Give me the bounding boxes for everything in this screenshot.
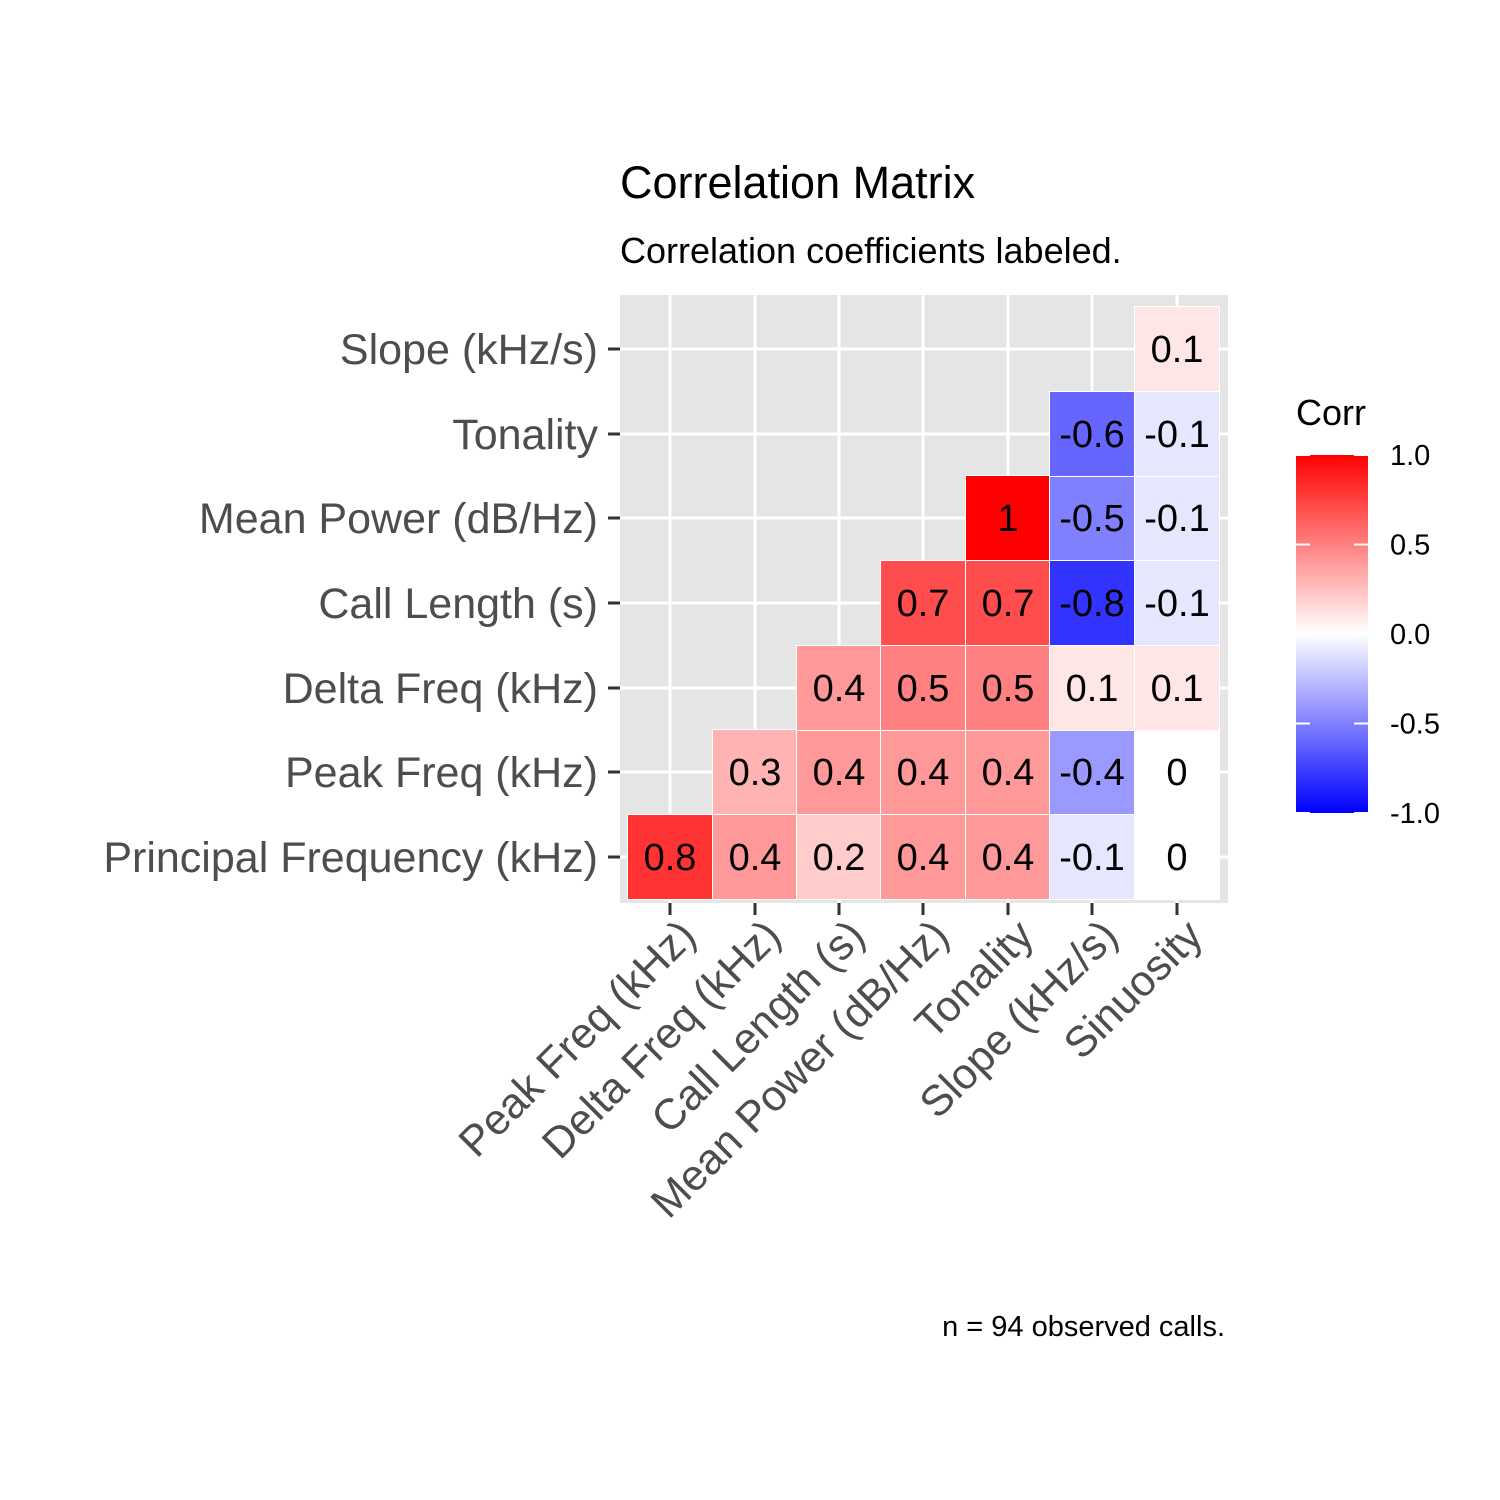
heatmap-cell	[1134, 729, 1220, 815]
heatmap-cell	[1049, 645, 1135, 731]
cell-value-label: 0.4	[813, 752, 866, 794]
y-tick-label: Tonality	[452, 411, 598, 459]
cell-value-label: 0.1	[1066, 668, 1119, 710]
legend-tick-label: 0.0	[1390, 619, 1430, 651]
heatmap-cell	[1134, 560, 1220, 646]
chart-subtitle: Correlation coefficients labeled.	[620, 230, 1122, 271]
legend-tick-label: -1.0	[1390, 798, 1440, 830]
y-axis: Principal Frequency (kHz) Peak Freq (kHz)…	[103, 326, 620, 882]
heatmap-cell	[1134, 814, 1220, 900]
cell-value-label: 1	[997, 498, 1018, 540]
cell-value-label: 0.8	[644, 837, 697, 879]
cell-value-label: -0.1	[1059, 837, 1124, 879]
cell-value-label: -0.1	[1144, 583, 1209, 625]
legend-tick-label: 0.5	[1390, 530, 1430, 562]
heatmap-cell	[796, 645, 882, 731]
cell-value-label: -0.1	[1144, 498, 1209, 540]
cell-value-label: 0.4	[897, 752, 950, 794]
heatmap-cell	[627, 814, 713, 900]
heatmap-cell	[1134, 475, 1220, 561]
legend-tick-label: 1.0	[1390, 440, 1430, 472]
heatmap-cell	[796, 814, 882, 900]
heatmap-cell	[1134, 306, 1220, 392]
cell-value-label: 0.5	[982, 668, 1035, 710]
y-tick-label: Peak Freq (kHz)	[285, 749, 598, 797]
heatmap-cell	[712, 729, 798, 815]
heatmap-cell	[880, 729, 966, 815]
heatmap-cell	[1049, 729, 1135, 815]
cell-value-label: 0	[1166, 752, 1187, 794]
heatmap-cell	[965, 475, 1051, 561]
legend-tick-label: -0.5	[1390, 709, 1440, 741]
heatmap-cell	[880, 645, 966, 731]
cell-value-label: -0.6	[1059, 414, 1124, 456]
y-tick-label: Principal Frequency (kHz)	[103, 834, 598, 882]
legend-title: Corr	[1296, 392, 1366, 433]
heatmap-cell	[712, 814, 798, 900]
cell-value-label: 0.4	[897, 837, 950, 879]
y-tick-label: Call Length (s)	[318, 580, 598, 628]
heatmap-cells: 0.8 0.4 0.2 0.4 0.4 -0.1 0 0.3 0.4 0.4 0.4 -0.4 0 0.4…	[627, 306, 1220, 900]
cell-value-label: 0.7	[982, 583, 1035, 625]
cell-value-label: 0.7	[897, 583, 950, 625]
y-tick-label: Delta Freq (kHz)	[283, 665, 598, 713]
heatmap-cell	[965, 729, 1051, 815]
y-tick-label: Slope (kHz/s)	[340, 326, 598, 374]
heatmap-cell	[880, 814, 966, 900]
heatmap-cell	[1049, 391, 1135, 477]
heatmap-cell	[796, 729, 882, 815]
cell-value-label: 0.4	[982, 837, 1035, 879]
cell-value-label: 0.1	[1151, 329, 1204, 371]
cell-value-label: 0.2	[813, 837, 866, 879]
cell-value-label: 0.4	[813, 668, 866, 710]
cell-value-label: 0.4	[982, 752, 1035, 794]
y-tick-label: Mean Power (dB/Hz)	[199, 495, 598, 543]
heatmap-cell	[1134, 391, 1220, 477]
cell-value-label: 0.3	[729, 752, 782, 794]
heatmap-cell	[965, 814, 1051, 900]
cell-value-label: -0.4	[1059, 752, 1124, 794]
cell-value-label: 0.4	[729, 837, 782, 879]
cell-value-label: 0.5	[897, 668, 950, 710]
chart-title: Correlation Matrix	[620, 157, 976, 208]
cell-value-label: 0	[1166, 837, 1187, 879]
heatmap-cell	[1134, 645, 1220, 731]
color-legend: Corr 1.0 0.5 0.0 -0.5 -1.0	[1296, 392, 1440, 830]
heatmap-cell	[1049, 475, 1135, 561]
x-axis: Peak Freq (kHz)Delta Freq (kHz)Call Leng…	[450, 903, 1212, 1227]
cell-value-label: -0.8	[1059, 583, 1124, 625]
cell-value-label: 0.1	[1151, 668, 1204, 710]
cell-value-label: -0.5	[1059, 498, 1124, 540]
heatmap-cell	[965, 645, 1051, 731]
heatmap-cell	[880, 560, 966, 646]
chart-caption: n = 94 observed calls.	[942, 1311, 1225, 1343]
cell-value-label: -0.1	[1144, 414, 1209, 456]
heatmap-cell	[1049, 814, 1135, 900]
